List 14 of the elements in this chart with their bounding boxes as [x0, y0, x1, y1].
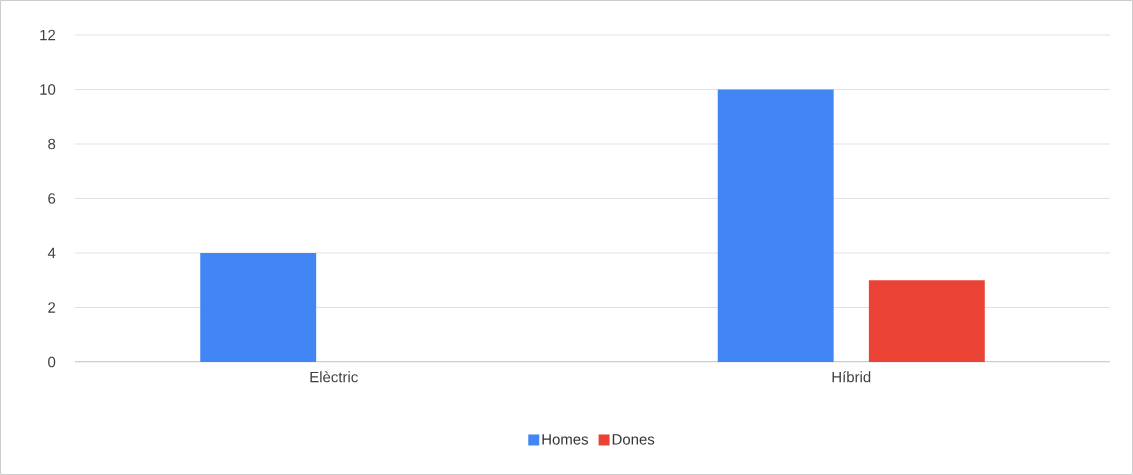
y-tick-label: 2: [48, 302, 56, 313]
bar: [868, 280, 985, 362]
legend-label: Dones: [612, 434, 655, 445]
x-tick-label: Elèctric: [310, 371, 358, 383]
bar: [200, 252, 317, 362]
y-tick-label: 4: [47, 247, 56, 259]
legend-label: Homes: [542, 434, 589, 445]
y-tick-label: 6: [48, 193, 56, 204]
y-tick-label: 8: [48, 138, 56, 150]
y-tick-label: 0: [48, 356, 56, 368]
y-tick-label: 10: [40, 84, 56, 95]
x-tick-label: Híbrid: [832, 371, 871, 383]
bar: [717, 89, 834, 362]
y-tick-label: 12: [40, 29, 56, 41]
